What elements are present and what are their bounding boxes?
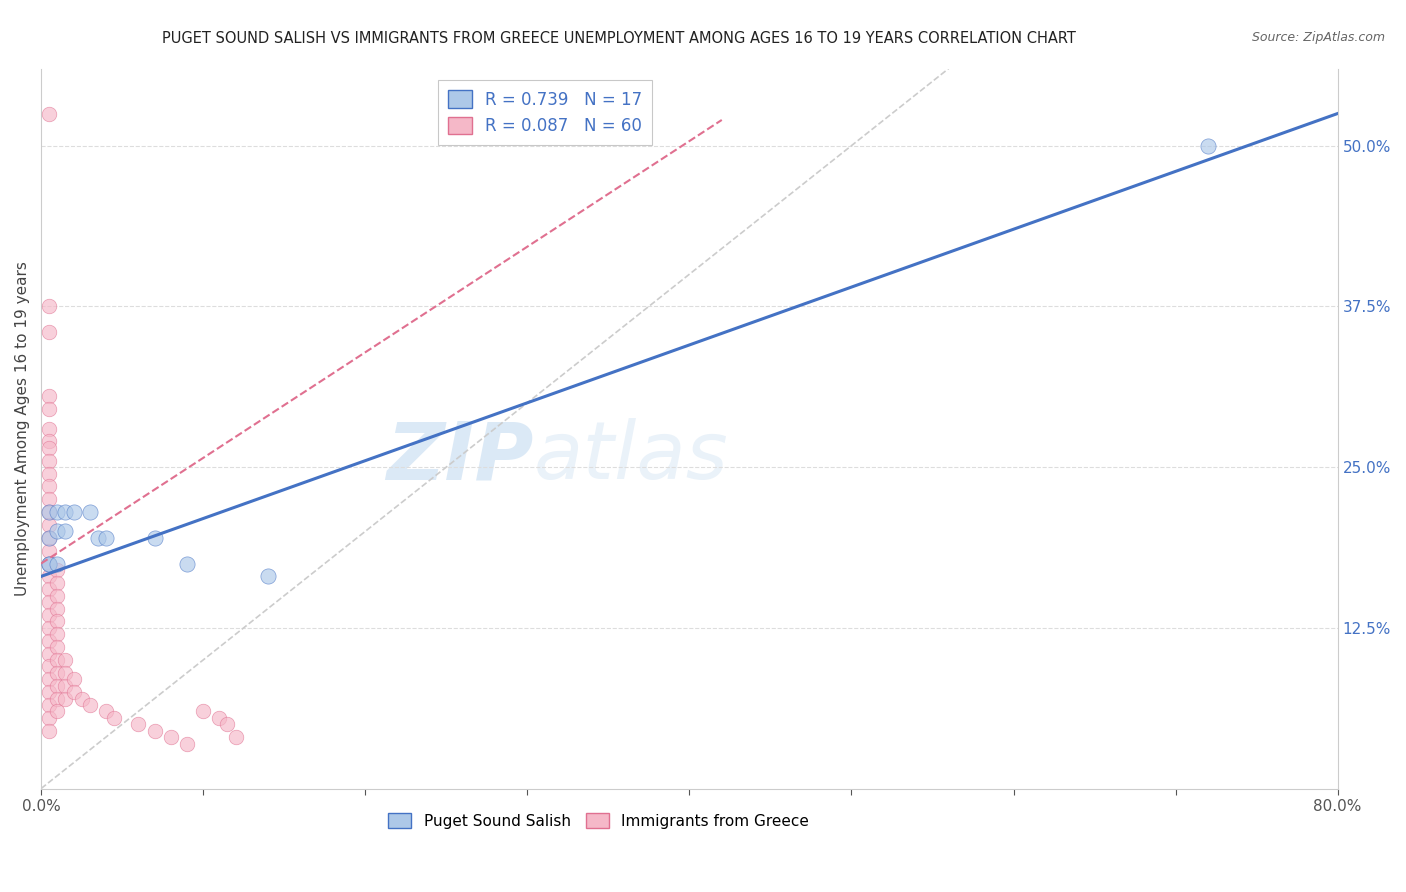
- Point: [46, 563, 69, 577]
- Y-axis label: Unemployment Among Ages 16 to 19 years: Unemployment Among Ages 16 to 19 years: [15, 261, 30, 596]
- Point: [38, 723, 60, 738]
- Point: [46, 679, 69, 693]
- Point: [38, 479, 60, 493]
- Point: [38, 467, 60, 481]
- Point: [38, 505, 60, 519]
- Point: [38, 607, 60, 622]
- Point: [38, 633, 60, 648]
- Point: [38, 621, 60, 635]
- Point: [38, 505, 60, 519]
- Point: [38, 543, 60, 558]
- Point: [55, 691, 77, 706]
- Point: [94, 531, 117, 545]
- Point: [38, 325, 60, 339]
- Point: [38, 421, 60, 435]
- Point: [38, 685, 60, 699]
- Text: atlas: atlas: [534, 418, 728, 496]
- Point: [46, 505, 69, 519]
- Point: [94, 705, 117, 719]
- Point: [38, 595, 60, 609]
- Point: [38, 402, 60, 417]
- Point: [38, 531, 60, 545]
- Point: [46, 665, 69, 680]
- Point: [79, 698, 101, 712]
- Point: [208, 711, 231, 725]
- Point: [62, 685, 84, 699]
- Point: [176, 557, 198, 571]
- Point: [46, 601, 69, 615]
- Point: [87, 531, 110, 545]
- Point: [46, 705, 69, 719]
- Point: [225, 730, 247, 744]
- Point: [46, 615, 69, 629]
- Point: [38, 434, 60, 449]
- Point: [38, 659, 60, 673]
- Point: [55, 665, 77, 680]
- Point: [143, 723, 166, 738]
- Point: [38, 698, 60, 712]
- Point: [38, 299, 60, 313]
- Point: [55, 679, 77, 693]
- Point: [55, 524, 77, 539]
- Point: [46, 653, 69, 667]
- Point: [217, 717, 239, 731]
- Point: [46, 691, 69, 706]
- Point: [46, 524, 69, 539]
- Point: [38, 582, 60, 597]
- Text: Source: ZipAtlas.com: Source: ZipAtlas.com: [1251, 31, 1385, 45]
- Point: [143, 531, 166, 545]
- Point: [1197, 138, 1219, 153]
- Point: [103, 711, 125, 725]
- Point: [46, 575, 69, 590]
- Point: [176, 737, 198, 751]
- Text: ZIP: ZIP: [387, 418, 534, 496]
- Point: [127, 717, 149, 731]
- Point: [38, 557, 60, 571]
- Point: [159, 730, 181, 744]
- Point: [38, 518, 60, 533]
- Point: [38, 647, 60, 661]
- Point: [62, 505, 84, 519]
- Point: [55, 653, 77, 667]
- Point: [38, 531, 60, 545]
- Point: [46, 557, 69, 571]
- Point: [70, 691, 93, 706]
- Point: [38, 672, 60, 686]
- Point: [55, 505, 77, 519]
- Point: [38, 557, 60, 571]
- Point: [193, 705, 215, 719]
- Point: [38, 569, 60, 583]
- Text: PUGET SOUND SALISH VS IMMIGRANTS FROM GREECE UNEMPLOYMENT AMONG AGES 16 TO 19 YE: PUGET SOUND SALISH VS IMMIGRANTS FROM GR…: [162, 31, 1076, 46]
- Point: [257, 569, 280, 583]
- Point: [46, 627, 69, 641]
- Point: [38, 453, 60, 467]
- Point: [38, 106, 60, 120]
- Point: [46, 640, 69, 654]
- Point: [79, 505, 101, 519]
- Point: [46, 589, 69, 603]
- Legend: Puget Sound Salish, Immigrants from Greece: Puget Sound Salish, Immigrants from Gree…: [382, 806, 815, 835]
- Point: [38, 441, 60, 455]
- Point: [38, 389, 60, 403]
- Point: [38, 711, 60, 725]
- Point: [38, 492, 60, 507]
- Point: [62, 672, 84, 686]
- Point: [38, 557, 60, 571]
